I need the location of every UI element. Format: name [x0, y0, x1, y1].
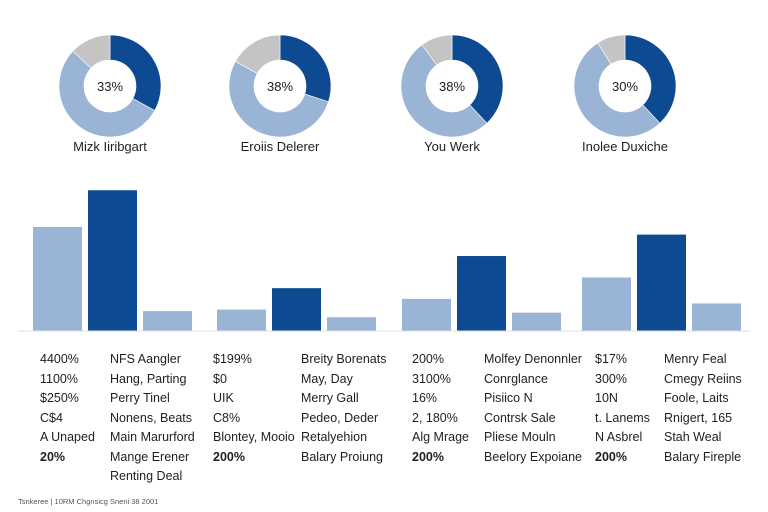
table-cell-2-1: $0: [213, 371, 227, 386]
table-cell-1-5: Mange Erener: [110, 449, 190, 464]
donut-1-title: Eroiis Delerer: [240, 139, 320, 154]
bar-0-2: [143, 311, 192, 331]
donut-3-slice-1: [573, 42, 661, 138]
donut-0-slice-2: [72, 34, 111, 69]
table-cell-2-4: Blontey, Mooio: [213, 430, 295, 444]
donut-1-slice-2: [234, 34, 281, 74]
bar-0-0: [33, 226, 82, 331]
donut-2-slice-1: [400, 44, 488, 138]
table-cell-5-4: Pliese Mouln: [484, 430, 556, 444]
bar-2-2: [512, 312, 561, 331]
donut-3-center-label: 30%: [612, 79, 638, 94]
table-cell-7-3: Rnigert, 165: [664, 410, 733, 425]
table-cell-5-5: Beelory Expoiane: [484, 449, 582, 464]
donut-1-slice-1: [228, 61, 329, 138]
donut-2-slice-2: [421, 34, 453, 66]
table-cell-5-2: Pisiico N: [484, 391, 533, 405]
table-cell-2-3: C8%: [213, 410, 241, 425]
table-cell-3-4: Retalyehion: [301, 430, 368, 444]
table-cell-6-2: 10N: [595, 391, 618, 405]
table-cell-7-1: Cmegy Reiins: [664, 371, 742, 386]
table-cell-4-5: 200%: [412, 449, 444, 464]
table-cell-4-2: 16%: [412, 391, 438, 405]
table-cell-5-3: Contrsk Sale: [484, 410, 556, 425]
donut-1-slice-0: [279, 34, 332, 103]
table-cell-0-1: 1100%: [40, 371, 78, 386]
table-column-1: NFS Aangler Hang, Parting Perry Tinel Nonen…: [110, 350, 195, 487]
donut-2-title: You Werk: [424, 139, 480, 154]
table-cell-1-3: Nonens, Beats: [110, 410, 192, 425]
donut-3-slice-0: [624, 34, 677, 124]
donut-0-slice-1: [58, 50, 156, 138]
bar-2-1: [457, 256, 506, 331]
table-cell-1-6: Renting Deal: [110, 469, 183, 483]
table-column-0: 4400% 1100% $250% C$4 A Unaped 20%: [40, 350, 95, 467]
donut-2-slice-0: [451, 34, 504, 124]
donut-1-center-label: 38%: [267, 79, 293, 94]
bar-1-1: [272, 288, 321, 331]
table-cell-1-2: Perry Tinel: [110, 391, 170, 405]
bar-chart: [18, 190, 750, 332]
table-cell-3-0: Breity Borenats: [301, 352, 387, 366]
bar-3-2: [692, 303, 741, 331]
table-cell-0-3: C$4: [40, 410, 63, 425]
table-cell-4-3: 2, 180%: [412, 410, 458, 425]
table-cell-6-4: N Asbrel: [595, 430, 643, 444]
table-cell-7-5: Balary Fireple: [664, 449, 742, 464]
table-column-2: $199% $0 UIK C8% Blontey, Mooio 200%: [213, 350, 295, 467]
table-cell-6-1: 300%: [595, 371, 627, 386]
bar-3-1: [637, 234, 686, 331]
table-cell-7-2: Foole, Laits: [664, 391, 729, 405]
donut-2-center-label: 38%: [439, 79, 465, 94]
donut-3-title: Inolee Duxiche: [582, 139, 668, 154]
bar-1-0: [217, 309, 266, 331]
donut-0-slice-0: [109, 34, 162, 111]
table-column-3: Breity Borenats May, Day Merry Gall Pedeo, …: [301, 350, 386, 467]
table-column-4: 200% 3100% 16% 2, 180% Alg Mrage 200%: [412, 350, 469, 467]
table-column-6: $17% 300% 10N t. Lanems N Asbrel 200%: [595, 350, 650, 467]
table-cell-0-0: 4400%: [40, 352, 79, 366]
table-cell-6-5: 200%: [595, 449, 627, 464]
table-cell-2-0: $199%: [213, 352, 252, 366]
table-cell-6-0: $17%: [595, 352, 627, 366]
bar-0-1: [88, 190, 137, 331]
table-cell-3-5: Balary Proiung: [301, 449, 383, 464]
donut-0-center-label: 33%: [97, 79, 123, 94]
table-cell-5-1: Conrglance: [484, 371, 548, 386]
table-cell-1-4: Main Marurford: [110, 430, 195, 444]
table-cell-7-4: Stah Weal: [664, 430, 722, 444]
table-cell-6-3: t. Lanems: [595, 410, 650, 425]
table-cell-3-1: May, Day: [301, 371, 353, 386]
table-column-7: Menry Feal Cmegy Reiins Foole, Laits Rniger…: [664, 350, 742, 467]
table-cell-0-5: 20%: [40, 449, 66, 464]
table-cell-5-0: Molfey Denonnler: [484, 352, 582, 366]
table-cell-4-0: 200%: [412, 352, 444, 366]
footer-note: Tsnkeree | 10RM Chgnsicg Sneni 38 2001: [18, 497, 159, 506]
donut-0-title: Mizk Iiribgart: [73, 139, 147, 154]
table-cell-2-2: UIK: [213, 391, 234, 405]
table-cell-1-0: NFS Aangler: [110, 352, 181, 366]
bar-2-0: [402, 298, 451, 331]
donut-3-slice-2: [597, 34, 626, 65]
donut-charts: 33% 38% 38% 30%: [58, 34, 677, 138]
table-cell-3-3: Pedeo, Deder: [301, 410, 379, 425]
table-cell-0-4: A Unaped: [40, 430, 95, 444]
table-cell-4-1: 3100%: [412, 371, 451, 386]
table-column-5: Molfey Denonnler Conrglance Pisiico N Contr…: [484, 350, 582, 467]
table-cell-4-4: Alg Mrage: [412, 430, 469, 444]
table-cell-2-5: 200%: [213, 449, 245, 464]
table-cell-0-2: $250%: [40, 391, 79, 405]
table-cell-1-1: Hang, Parting: [110, 371, 187, 386]
bar-3-0: [582, 277, 631, 331]
table-cell-7-0: Menry Feal: [664, 352, 727, 366]
table-cell-3-2: Merry Gall: [301, 391, 359, 405]
bar-1-2: [327, 317, 376, 331]
